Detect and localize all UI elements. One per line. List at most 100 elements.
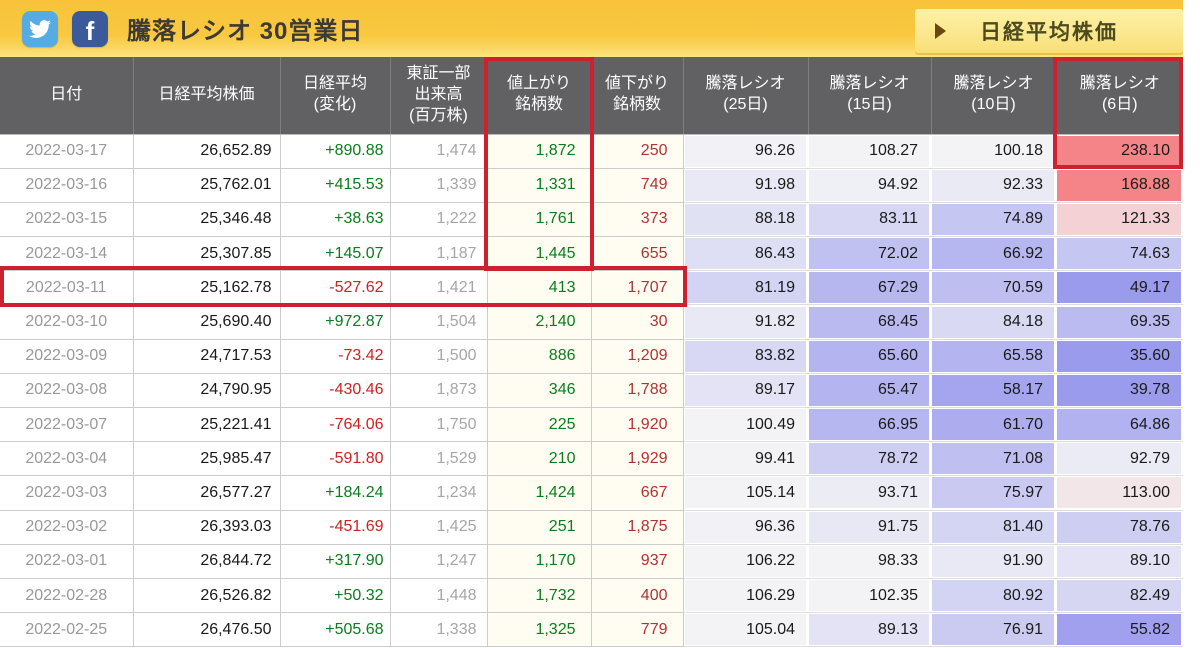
right-triangle-icon — [935, 23, 946, 39]
table-row: 2022-03-02 26,393.03 -451.69 1,425 251 1,875 9… — [0, 510, 1183, 545]
cell-ratio25: 88.18 — [683, 202, 808, 238]
cell-ratio10: 84.18 — [931, 304, 1056, 340]
column-header-nikkei: 日経平均株価 — [133, 57, 281, 135]
cell-ratio25: 99.41 — [683, 441, 808, 477]
cell-nikkei: 25,221.41 — [133, 407, 281, 443]
twitter-share-button[interactable] — [22, 10, 58, 47]
cell-decliners: 749 — [591, 168, 684, 203]
cell-date: 2022-03-17 — [0, 134, 134, 169]
cell-ratio15: 67.29 — [808, 270, 931, 306]
table-row: 2022-03-07 25,221.41 -764.06 1,750 225 1,920 1… — [0, 407, 1183, 443]
cell-ratio10: 76.91 — [931, 612, 1056, 648]
cell-advancers: 1,872 — [487, 134, 592, 169]
table-row: 2022-03-16 25,762.01 +415.53 1,339 1,331 749 9… — [0, 168, 1183, 203]
cell-ratio25: 96.26 — [683, 134, 808, 169]
cell-ratio25: 106.29 — [683, 578, 808, 614]
cell-nikkei: 26,526.82 — [133, 578, 281, 614]
cell-volume: 1,234 — [390, 475, 488, 511]
cell-ratio6: 64.86 — [1056, 407, 1183, 443]
cell-volume: 1,529 — [390, 441, 488, 477]
cell-ratio15: 91.75 — [808, 510, 931, 545]
facebook-share-button[interactable]: f — [72, 10, 108, 47]
cell-date: 2022-03-04 — [0, 441, 134, 477]
cell-decliners: 1,707 — [591, 270, 684, 306]
cell-advancers: 1,761 — [487, 202, 592, 238]
column-header-date: 日付 — [0, 57, 134, 135]
cell-date: 2022-03-16 — [0, 168, 134, 203]
cell-advancers: 1,732 — [487, 578, 592, 614]
table-row: 2022-03-15 25,346.48 +38.63 1,222 1,761 373 88… — [0, 202, 1183, 238]
cell-ratio10: 81.40 — [931, 510, 1056, 545]
cell-ratio25: 89.17 — [683, 373, 808, 409]
cell-ratio25: 96.36 — [683, 510, 808, 545]
cell-change: +890.88 — [280, 134, 391, 169]
cell-date: 2022-03-14 — [0, 236, 134, 272]
cell-ratio15: 93.71 — [808, 475, 931, 511]
cell-ratio25: 91.82 — [683, 304, 808, 340]
column-header-ratio15: 騰落レシオ (15日) — [808, 57, 932, 135]
cell-decliners: 373 — [591, 202, 684, 238]
cell-decliners: 779 — [591, 612, 684, 648]
cell-ratio25: 91.98 — [683, 168, 808, 203]
cell-ratio6: 69.35 — [1056, 304, 1183, 340]
cell-change: -73.42 — [280, 339, 391, 374]
cell-ratio15: 78.72 — [808, 441, 931, 477]
cell-date: 2022-03-07 — [0, 407, 134, 443]
column-header-ratio25: 騰落レシオ (25日) — [683, 57, 809, 135]
cell-volume: 1,750 — [390, 407, 488, 443]
cell-change: +145.07 — [280, 236, 391, 272]
cell-nikkei: 26,393.03 — [133, 510, 281, 545]
cell-ratio10: 74.89 — [931, 202, 1056, 238]
cell-ratio15: 83.11 — [808, 202, 931, 238]
cell-volume: 1,187 — [390, 236, 488, 272]
cell-ratio25: 83.82 — [683, 339, 808, 374]
twitter-bird-icon — [29, 18, 51, 40]
cell-nikkei: 25,346.48 — [133, 202, 281, 238]
cell-change: +50.32 — [280, 578, 391, 614]
cell-decliners: 250 — [591, 134, 684, 169]
cell-ratio15: 68.45 — [808, 304, 931, 340]
cell-ratio25: 105.14 — [683, 475, 808, 511]
nikkei-average-button[interactable]: 日経平均株価 — [915, 9, 1183, 53]
cell-date: 2022-03-08 — [0, 373, 134, 409]
column-header-change: 日経平均 (変化) — [280, 57, 391, 135]
cell-ratio6: 92.79 — [1056, 441, 1183, 477]
cell-advancers: 225 — [487, 407, 592, 443]
cell-volume: 1,247 — [390, 544, 488, 579]
cell-decliners: 30 — [591, 304, 684, 340]
cell-change: +415.53 — [280, 168, 391, 203]
column-header-decliners: 値下がり 銘柄数 — [591, 57, 684, 135]
cell-ratio6: 121.33 — [1056, 202, 1183, 238]
cell-advancers: 1,445 — [487, 236, 592, 272]
page-title: 騰落レシオ 30営業日 — [127, 18, 364, 45]
facebook-f-icon: f — [85, 15, 95, 46]
cell-volume: 1,222 — [390, 202, 488, 238]
cell-ratio10: 66.92 — [931, 236, 1056, 272]
cell-nikkei: 25,307.85 — [133, 236, 281, 272]
table-row: 2022-03-14 25,307.85 +145.07 1,187 1,445 655 8… — [0, 236, 1183, 272]
cell-advancers: 1,325 — [487, 612, 592, 648]
table-row: 2022-02-25 26,476.50 +505.68 1,338 1,325 779 1… — [0, 612, 1183, 648]
cell-change: -451.69 — [280, 510, 391, 545]
cell-advancers: 1,424 — [487, 475, 592, 511]
cell-ratio25: 86.43 — [683, 236, 808, 272]
cell-change: +317.90 — [280, 544, 391, 579]
cell-date: 2022-03-09 — [0, 339, 134, 374]
column-header-ratio10: 騰落レシオ (10日) — [931, 57, 1057, 135]
cell-decliners: 1,920 — [591, 407, 684, 443]
cell-ratio10: 65.58 — [931, 339, 1056, 374]
cell-volume: 1,425 — [390, 510, 488, 545]
cell-decliners: 1,875 — [591, 510, 684, 545]
cell-ratio6: 55.82 — [1056, 612, 1183, 648]
cell-ratio10: 80.92 — [931, 578, 1056, 614]
table-row: 2022-02-28 26,526.82 +50.32 1,448 1,732 400 10… — [0, 578, 1183, 614]
cell-ratio25: 105.04 — [683, 612, 808, 648]
cell-volume: 1,873 — [390, 373, 488, 409]
table-row: 2022-03-11 25,162.78 -527.62 1,421 413 1,707 8… — [0, 270, 1183, 306]
cell-change: +505.68 — [280, 612, 391, 648]
cell-change: +184.24 — [280, 475, 391, 511]
cell-date: 2022-03-15 — [0, 202, 134, 238]
topbar: f 騰落レシオ 30営業日 日経平均株価 — [0, 0, 1183, 57]
cell-volume: 1,474 — [390, 134, 488, 169]
